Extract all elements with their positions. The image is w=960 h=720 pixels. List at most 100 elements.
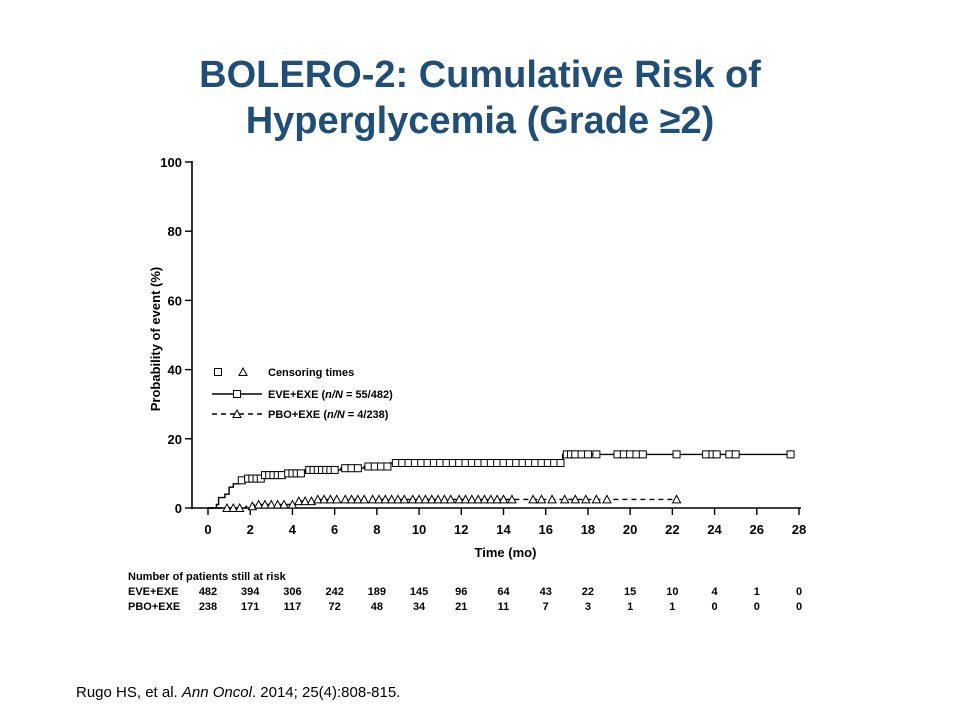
- risk-cell: 1: [669, 601, 675, 613]
- censor-marker: [433, 494, 443, 504]
- risk-cell: 15: [624, 586, 636, 598]
- censor-marker: [672, 450, 681, 459]
- censor-marker: [228, 502, 239, 512]
- y-tick-label: 40: [168, 363, 182, 378]
- censor-marker: [340, 494, 351, 504]
- risk-cell: 394: [241, 586, 260, 598]
- censor-marker: [222, 502, 232, 512]
- censor-marker: [306, 496, 317, 506]
- risk-cell: 22: [582, 586, 594, 598]
- censor-marker: [473, 494, 484, 504]
- censor-marker: [353, 464, 362, 473]
- censor-marker: [279, 499, 289, 509]
- censor-marker: [331, 494, 342, 504]
- censor-marker: [383, 462, 392, 471]
- y-tick-label: 100: [160, 155, 182, 170]
- censor-marker: [359, 494, 370, 504]
- censor-marker: [580, 494, 591, 504]
- legend-censor-square-icon: [214, 368, 222, 376]
- censor-marker: [234, 502, 245, 512]
- censor-marker: [407, 494, 418, 504]
- censor-marker: [507, 494, 517, 504]
- risk-cell: 34: [413, 601, 426, 613]
- x-tick-label: 8: [373, 522, 380, 537]
- censor-marker: [602, 494, 612, 504]
- risk-cell: 189: [368, 586, 386, 598]
- legend-entry-1: EVE+EXE (n/N = 55/482): [268, 389, 393, 401]
- censor-marker: [380, 494, 391, 504]
- censor-marker: [445, 494, 456, 504]
- risk-cell: 96: [455, 586, 467, 598]
- citation: Rugo HS, et al. Ann Oncol. 2014; 25(4):8…: [76, 684, 400, 701]
- risk-cell: 171: [241, 601, 259, 613]
- censor-marker: [293, 496, 304, 506]
- y-axis-label: Probability of event (%): [148, 267, 163, 411]
- censor-marker: [247, 501, 258, 511]
- risk-cell: 242: [325, 586, 343, 598]
- censor-marker: [591, 494, 602, 504]
- censor-marker: [559, 494, 570, 504]
- risk-cell: 145: [410, 586, 428, 598]
- x-tick-label: 0: [204, 522, 211, 537]
- censor-marker: [731, 450, 740, 459]
- risk-cell: 238: [199, 601, 217, 613]
- risk-cell: 64: [497, 586, 510, 598]
- risk-cell: 21: [455, 601, 467, 613]
- x-tick-label: 12: [454, 522, 468, 537]
- censor-marker: [272, 499, 283, 509]
- risk-cell: 7: [543, 601, 549, 613]
- x-ticks: 0 2 4 6 8 10 12 14 16 18 20 22 24 26 28: [204, 508, 806, 537]
- slide-title: BOLERO-2: Cumulative Risk of Hyperglycem…: [0, 52, 960, 144]
- censor-marker: [319, 494, 329, 504]
- risk-row-label: PBO+EXE: [128, 601, 180, 613]
- risk-cell: 11: [498, 601, 510, 613]
- legend-censoring-label: Censoring times: [268, 367, 354, 379]
- censor-marker: [492, 494, 503, 504]
- censor-marker: [266, 499, 277, 509]
- x-tick-label: 10: [412, 522, 426, 537]
- x-tick-label: 6: [331, 522, 338, 537]
- risk-cell: 4: [712, 586, 719, 598]
- censor-marker: [367, 494, 378, 504]
- censor-marker: [330, 465, 339, 474]
- censor-marker: [592, 450, 601, 459]
- risk-cell: 117: [284, 601, 302, 613]
- risk-cell: 0: [796, 601, 802, 613]
- legend-entry-2: PBO+EXE (n/N = 4/238): [268, 409, 389, 421]
- censor-marker: [420, 494, 431, 504]
- risk-cell: 43: [540, 586, 552, 598]
- censor-marker: [556, 459, 565, 468]
- censor-marker: [528, 494, 538, 504]
- legend-triangle-icon: [232, 408, 242, 418]
- x-tick-label: 18: [581, 522, 595, 537]
- x-tick-label: 20: [623, 522, 637, 537]
- censor-marker: [260, 499, 270, 509]
- risk-table: Number of patients still at risk EVE+EXE 4…: [128, 571, 802, 613]
- censor-marker: [786, 450, 795, 459]
- citation-details: . 2014; 25(4):808-815.: [251, 684, 401, 701]
- series-line: [208, 498, 677, 509]
- y-tick-label: 60: [168, 293, 182, 308]
- series-eve-exe: [208, 450, 795, 509]
- censor-marker: [386, 494, 397, 504]
- y-ticks: 0 20 40 60 80 100: [160, 155, 192, 516]
- censor-marker: [374, 494, 384, 504]
- y-tick-label: 0: [175, 501, 182, 516]
- series-pbo-exe: [208, 494, 682, 512]
- x-tick-label: 22: [665, 522, 679, 537]
- risk-cell: 482: [199, 586, 217, 598]
- x-tick-label: 24: [707, 522, 722, 537]
- title-line-1: BOLERO-2: Cumulative Risk of: [199, 54, 761, 96]
- x-tick-label: 14: [496, 522, 511, 537]
- censor-marker: [454, 494, 465, 504]
- x-tick-label: 2: [247, 522, 254, 537]
- risk-table-row: EVE+EXE 482 394 306 242 189 145 96 64 43 22 15 10 4 1 0: [128, 586, 802, 598]
- censor-marker: [253, 499, 264, 509]
- censor-marker: [671, 494, 682, 504]
- title-line-2: Hyperglycemia (Grade ≥2): [245, 100, 715, 142]
- censor-marker: [312, 494, 323, 504]
- citation-journal: Ann Oncol: [181, 684, 252, 701]
- risk-cell: 306: [283, 586, 301, 598]
- legend: Censoring times EVE+EXE (n/N = 55/482) PBO…: [212, 366, 393, 421]
